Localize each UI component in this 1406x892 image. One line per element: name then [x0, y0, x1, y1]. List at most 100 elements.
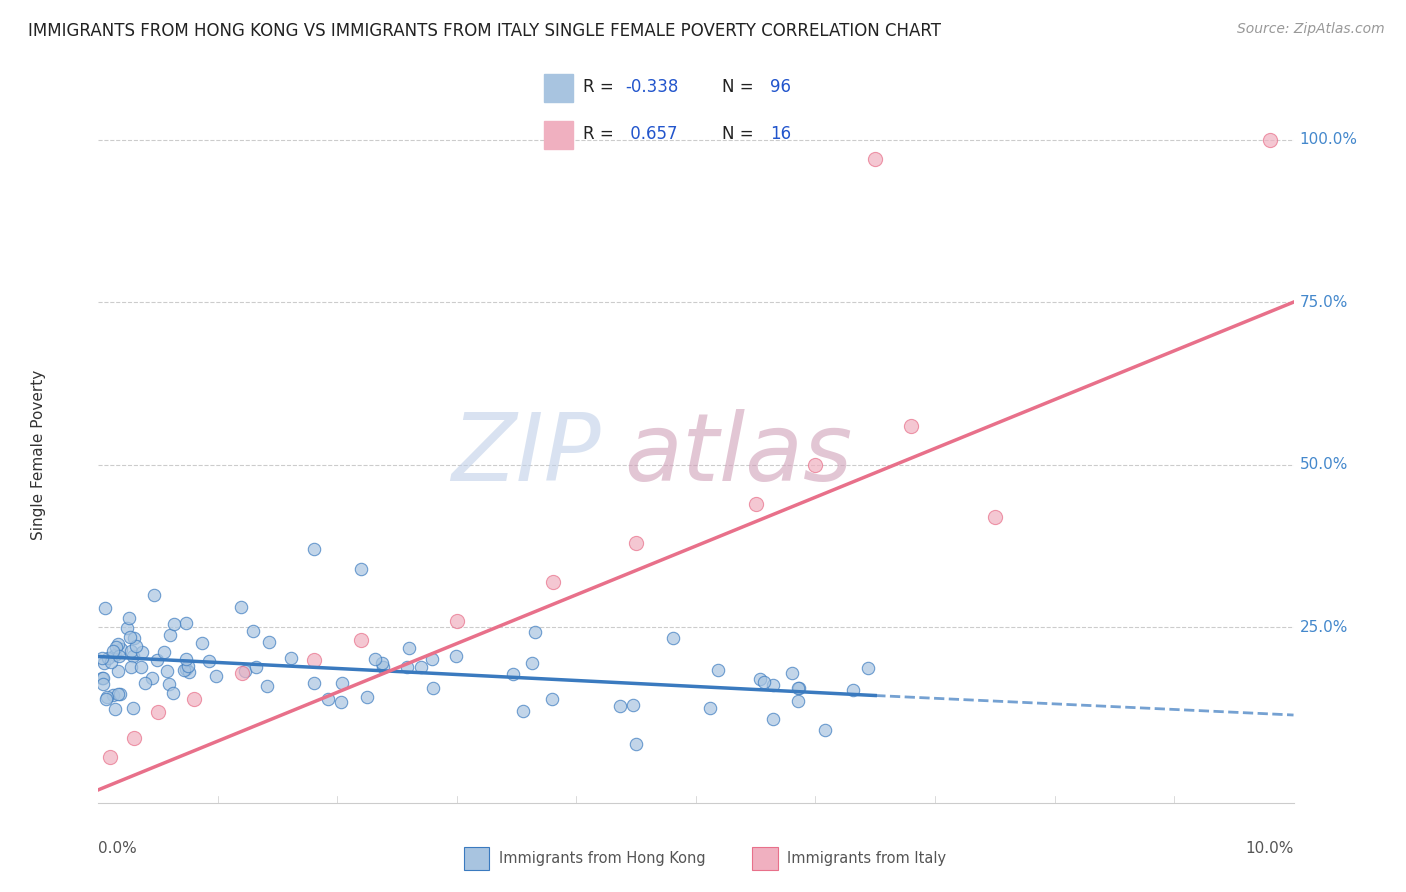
Point	[330, 676, 353, 690]
Point	[371, 660, 394, 674]
Point	[787, 681, 810, 695]
Text: 0.657: 0.657	[624, 125, 678, 143]
Point	[350, 633, 373, 648]
Point	[524, 624, 547, 639]
Point	[762, 678, 785, 692]
Point	[512, 704, 534, 718]
Text: -0.338: -0.338	[624, 78, 678, 96]
Point	[100, 655, 122, 669]
Point	[356, 690, 378, 704]
Text: 0.0%: 0.0%	[98, 841, 138, 856]
Point	[134, 676, 156, 690]
Point	[856, 661, 879, 675]
Point	[98, 750, 122, 764]
Point	[122, 701, 145, 715]
Text: N =: N =	[721, 78, 754, 96]
Point	[748, 672, 770, 686]
Point	[502, 667, 524, 681]
Point	[148, 705, 170, 719]
Point	[91, 671, 114, 685]
Point	[162, 685, 184, 699]
Point	[91, 650, 114, 665]
Point	[107, 637, 129, 651]
Text: ZIP: ZIP	[451, 409, 600, 500]
Point	[94, 691, 117, 706]
Point	[609, 699, 631, 714]
Point	[177, 658, 200, 673]
Text: atlas: atlas	[624, 409, 852, 500]
Point	[124, 731, 146, 745]
Point	[780, 665, 803, 680]
Point	[120, 660, 142, 674]
Point	[91, 677, 114, 691]
Point	[446, 614, 468, 628]
Point	[699, 701, 721, 715]
Text: IMMIGRANTS FROM HONG KONG VS IMMIGRANTS FROM ITALY SINGLE FEMALE POVERTY CORRELA: IMMIGRANTS FROM HONG KONG VS IMMIGRANTS …	[28, 22, 941, 40]
Point	[94, 600, 117, 615]
Point	[624, 737, 647, 751]
Point	[900, 418, 922, 433]
Point	[163, 617, 186, 632]
Point	[173, 663, 195, 677]
Point	[115, 621, 138, 635]
Point	[104, 648, 127, 662]
Text: 10.0%: 10.0%	[1246, 841, 1294, 856]
Point	[229, 600, 252, 615]
Point	[245, 660, 267, 674]
Point	[91, 671, 114, 685]
Point	[370, 656, 392, 670]
Text: 96: 96	[770, 78, 792, 96]
Point	[302, 676, 325, 690]
Point	[804, 458, 827, 472]
Text: 100.0%: 100.0%	[1299, 132, 1358, 147]
Point	[280, 650, 302, 665]
Point	[191, 635, 214, 649]
Point	[422, 652, 444, 666]
Text: Single Female Poverty: Single Female Poverty	[31, 370, 46, 540]
Point	[231, 665, 253, 680]
Point	[752, 675, 775, 690]
Point	[101, 689, 124, 703]
Point	[129, 660, 152, 674]
Point	[108, 648, 131, 663]
Point	[120, 643, 142, 657]
Point	[316, 692, 339, 706]
Point	[540, 691, 562, 706]
Point	[156, 664, 179, 678]
Point	[110, 642, 132, 657]
Point	[624, 535, 647, 549]
Point	[177, 665, 200, 679]
Point	[125, 639, 148, 653]
Point	[409, 660, 432, 674]
Point	[145, 652, 167, 666]
Point	[422, 681, 444, 695]
Point	[983, 509, 1005, 524]
Point	[131, 645, 153, 659]
Point	[105, 640, 128, 654]
Point	[122, 631, 145, 645]
Point	[122, 648, 145, 663]
Point	[621, 698, 644, 713]
Point	[257, 635, 280, 649]
Point	[152, 645, 174, 659]
Text: Immigrants from Hong Kong: Immigrants from Hong Kong	[499, 852, 706, 866]
Point	[142, 589, 165, 603]
Point	[159, 628, 181, 642]
Point	[174, 662, 197, 676]
Point	[107, 687, 129, 701]
Text: 16: 16	[770, 125, 792, 143]
Point	[350, 562, 373, 576]
Point	[183, 691, 205, 706]
Text: 50.0%: 50.0%	[1299, 458, 1348, 472]
Point	[662, 632, 685, 646]
Point	[197, 654, 219, 668]
Text: N =: N =	[721, 125, 754, 143]
Text: 75.0%: 75.0%	[1299, 294, 1348, 310]
Point	[398, 641, 420, 656]
Point	[174, 651, 197, 665]
Point	[104, 702, 127, 716]
Text: Immigrants from Italy: Immigrants from Italy	[787, 852, 946, 866]
Point	[329, 695, 352, 709]
Point	[302, 653, 325, 667]
Point	[762, 712, 785, 726]
